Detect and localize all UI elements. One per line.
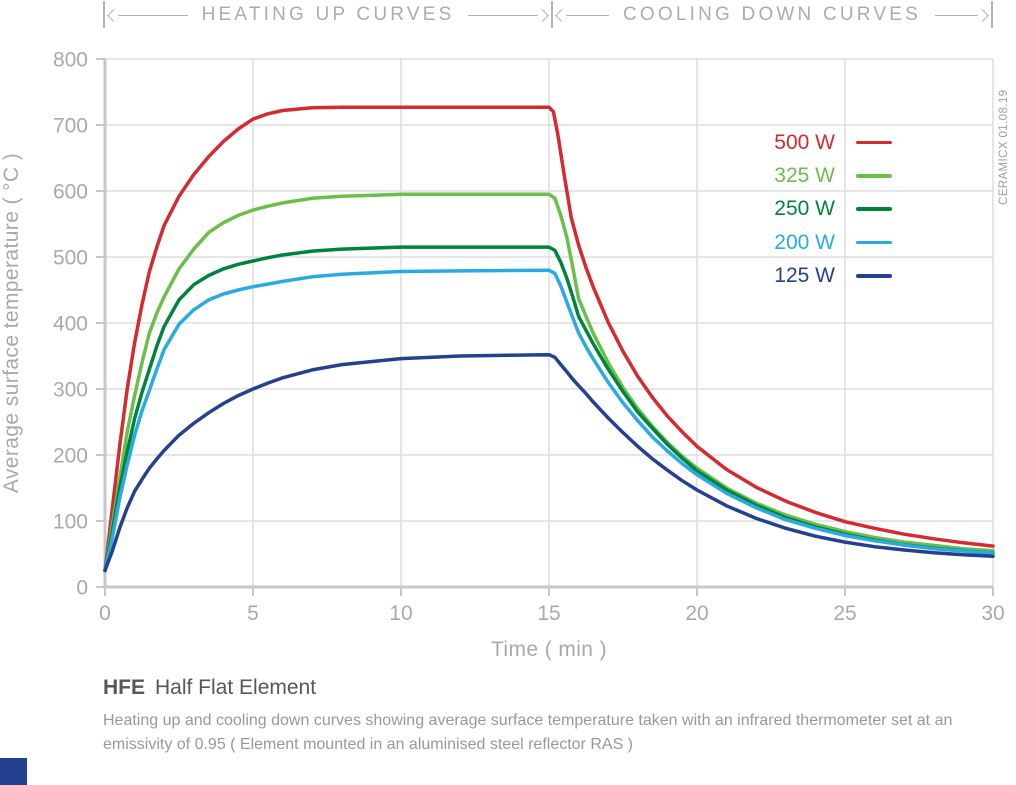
page-corner-accent bbox=[0, 758, 27, 785]
curve-500w bbox=[103, 105, 995, 573]
legend-item-500w: 500 W bbox=[735, 126, 892, 159]
product-title: HFE Half Flat Element bbox=[103, 676, 1008, 700]
curve-200w bbox=[103, 268, 995, 573]
legend-label: 325 W bbox=[774, 163, 835, 187]
legend-item-250w: 250 W bbox=[735, 193, 892, 226]
header-divider-right bbox=[991, 1, 993, 28]
y-tick-label: 0 bbox=[76, 577, 88, 600]
axes bbox=[96, 58, 994, 596]
temperature-chart: 0 100 200 300 400 500 600 700 800 0 5 10 15 20 25 30 Ave… bbox=[0, 49, 1005, 662]
heating-header-section: HEATING UP CURVES bbox=[107, 3, 549, 27]
footer: HFE Half Flat Element Heating up and cool… bbox=[103, 676, 1008, 757]
product-code: HFE bbox=[103, 676, 145, 699]
chart-legend: 500 W 325 W 250 W 200 W 125 W bbox=[735, 126, 892, 292]
legend-line-swatch bbox=[856, 274, 892, 278]
y-axis-title: Average surface temperature ( °C ) bbox=[0, 153, 23, 493]
curve-250w bbox=[103, 245, 995, 573]
legend-line-swatch bbox=[856, 207, 892, 211]
curve-125w bbox=[103, 352, 995, 573]
x-tick-label: 10 bbox=[389, 602, 412, 625]
y-tick-label: 200 bbox=[53, 445, 88, 468]
y-tick-label: 300 bbox=[53, 379, 88, 402]
y-tick-label: 100 bbox=[53, 511, 88, 534]
x-axis-title: Time ( min ) bbox=[491, 638, 607, 661]
heating-header-title: HEATING UP CURVES bbox=[201, 4, 455, 25]
x-tick-label: 20 bbox=[685, 602, 708, 625]
x-tick-label: 5 bbox=[247, 602, 259, 625]
tick-labels: 0 100 200 300 400 500 600 700 800 0 5 10 15 20 25 30 bbox=[53, 49, 1005, 626]
legend-item-325w: 325 W bbox=[735, 159, 892, 192]
curves bbox=[103, 105, 995, 573]
cooling-header-section: COOLING DOWN CURVES bbox=[555, 3, 989, 27]
watermark-text: CERAMICX 01.08.19 bbox=[998, 89, 1010, 205]
arrow-line bbox=[935, 14, 979, 16]
legend-line-swatch bbox=[856, 174, 892, 178]
legend-label: 250 W bbox=[774, 197, 835, 221]
product-name: Half Flat Element bbox=[155, 676, 317, 699]
cooling-header-title: COOLING DOWN CURVES bbox=[623, 4, 921, 25]
arrow-line bbox=[566, 14, 610, 16]
legend-line-swatch bbox=[856, 140, 892, 145]
legend-label: 125 W bbox=[774, 263, 835, 287]
x-tick-label: 30 bbox=[981, 602, 1004, 625]
header-divider-middle bbox=[551, 1, 553, 28]
arrow-line bbox=[118, 14, 188, 16]
x-tick-label: 15 bbox=[537, 602, 560, 625]
y-tick-label: 400 bbox=[53, 313, 88, 336]
x-tick-label: 25 bbox=[833, 602, 856, 625]
legend-item-125w: 125 W bbox=[735, 259, 892, 292]
curve-325w bbox=[103, 192, 995, 573]
y-tick-label: 600 bbox=[53, 181, 88, 204]
legend-label: 500 W bbox=[774, 130, 835, 154]
x-tick-label: 0 bbox=[99, 602, 111, 625]
y-tick-label: 500 bbox=[53, 247, 88, 270]
arrow-line bbox=[468, 14, 539, 16]
y-tick-label: 700 bbox=[53, 115, 88, 138]
chart-description: Heating up and cooling down curves showi… bbox=[103, 712, 953, 753]
legend-item-200w: 200 W bbox=[735, 226, 892, 259]
gridlines bbox=[105, 58, 994, 587]
header-divider-left bbox=[103, 1, 105, 28]
y-tick-label: 800 bbox=[53, 49, 88, 72]
legend-line-swatch bbox=[856, 240, 892, 245]
legend-label: 200 W bbox=[774, 230, 835, 254]
